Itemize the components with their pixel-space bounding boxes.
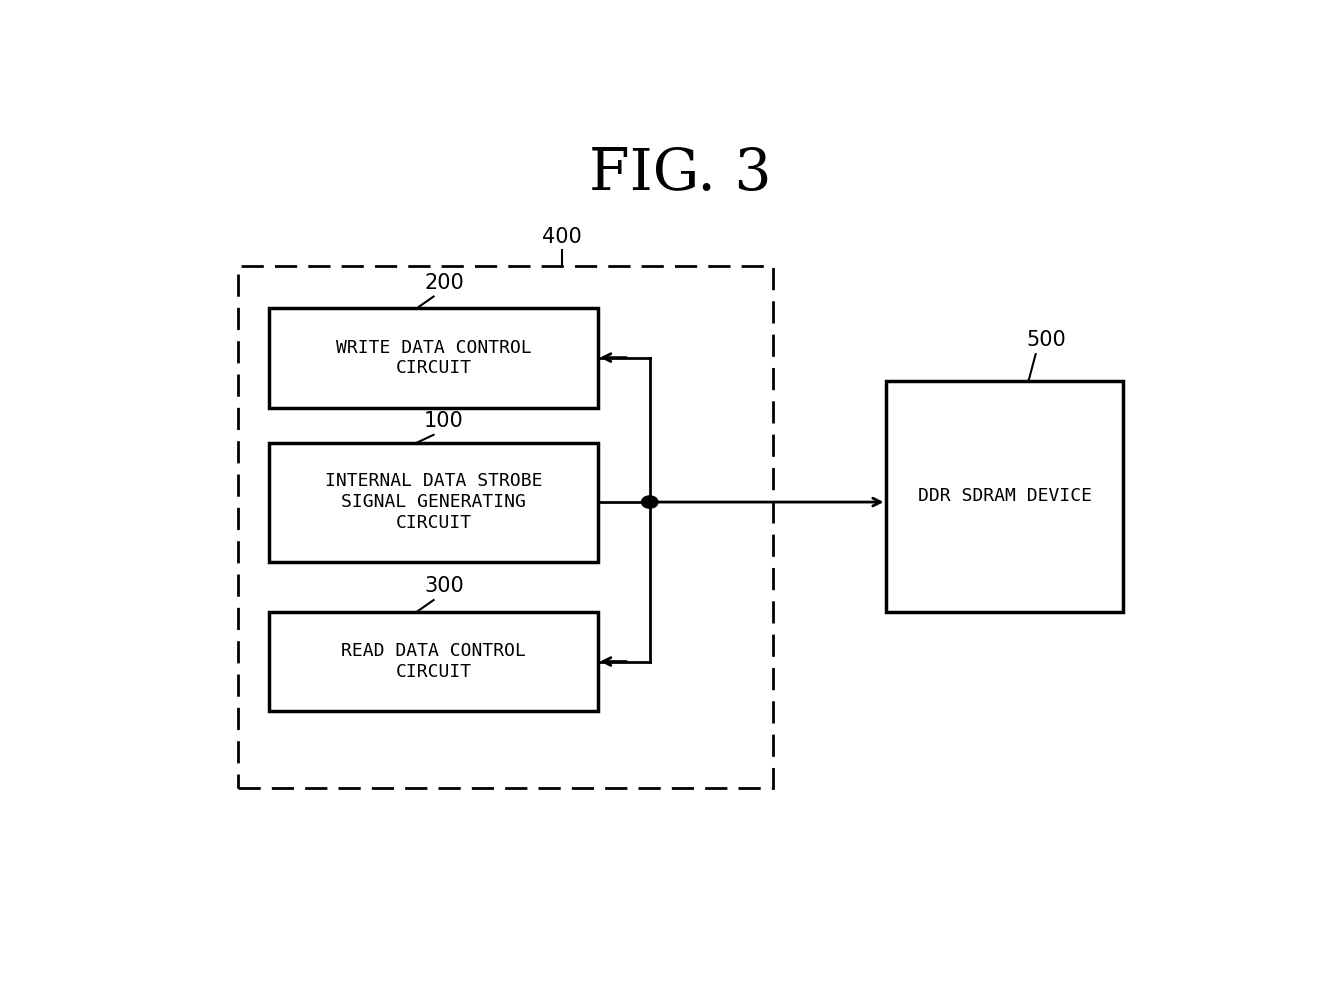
Text: 500: 500 <box>1027 330 1066 350</box>
Bar <box>268 612 599 712</box>
Bar <box>238 265 773 788</box>
Text: INTERNAL DATA STROBE
SIGNAL GENERATING
CIRCUIT: INTERNAL DATA STROBE SIGNAL GENERATING C… <box>325 472 542 532</box>
Bar <box>268 308 599 408</box>
Text: 100: 100 <box>424 411 463 431</box>
Text: FIG. 3: FIG. 3 <box>590 146 772 202</box>
Text: WRITE DATA CONTROL
CIRCUIT: WRITE DATA CONTROL CIRCUIT <box>336 338 531 377</box>
Text: 200: 200 <box>424 272 463 292</box>
Circle shape <box>641 496 657 508</box>
Text: 300: 300 <box>424 576 463 596</box>
Text: READ DATA CONTROL
CIRCUIT: READ DATA CONTROL CIRCUIT <box>341 642 526 681</box>
Bar <box>887 381 1123 612</box>
Bar <box>268 442 599 562</box>
Text: DDR SDRAM DEVICE: DDR SDRAM DEVICE <box>918 487 1092 505</box>
Text: 400: 400 <box>542 227 582 247</box>
